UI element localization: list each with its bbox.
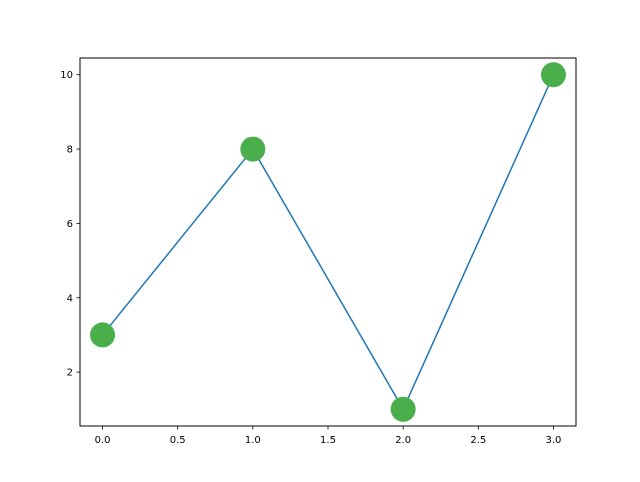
series-line — [101, 74, 555, 411]
data-point — [540, 62, 566, 88]
x-tick-label: 1.5 — [320, 435, 336, 446]
x-tick-label: 3.0 — [546, 435, 562, 446]
x-tick-label: 1.0 — [245, 435, 261, 446]
x-axis: 0.0 0.5 1.0 1.5 2.0 2.5 3.0 — [95, 426, 562, 446]
x-tick-label: 2.0 — [395, 435, 411, 446]
y-tick-label: 10 — [60, 70, 73, 81]
y-tick-label: 6 — [67, 219, 73, 230]
y-tick-label: 4 — [67, 293, 73, 304]
y-axis: 2 4 6 8 10 — [60, 70, 80, 379]
axes-frame — [79, 57, 577, 427]
x-tick-label: 0.0 — [95, 435, 111, 446]
data-point — [240, 136, 266, 162]
x-tick-label: 0.5 — [170, 435, 186, 446]
plot-area — [90, 62, 566, 422]
data-point — [390, 396, 416, 422]
y-tick-label: 2 — [67, 368, 73, 379]
data-point — [90, 322, 116, 348]
y-tick-label: 8 — [67, 145, 73, 156]
x-tick-label: 2.5 — [470, 435, 486, 446]
